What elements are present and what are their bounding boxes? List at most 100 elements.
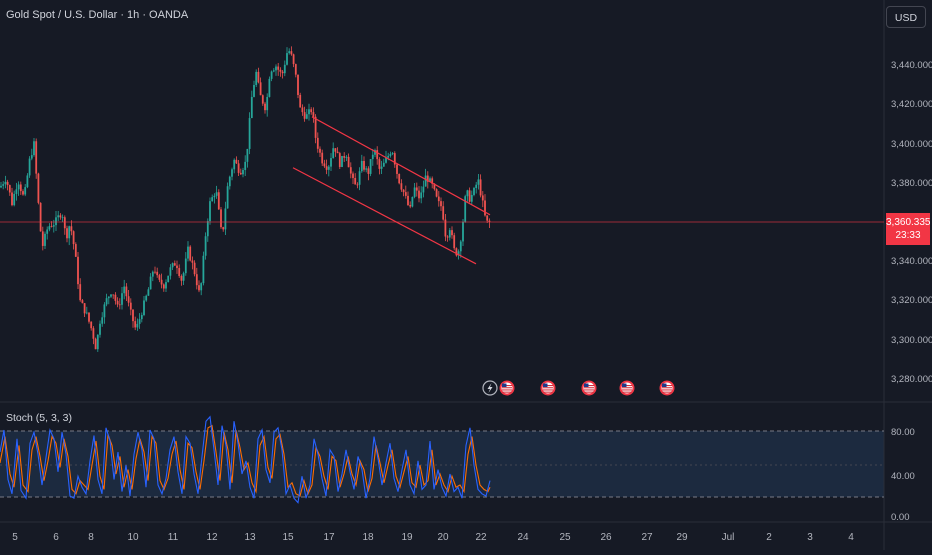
candle: [0, 181, 2, 189]
candle: [371, 149, 374, 166]
candle: [39, 202, 42, 232]
us-flag-icon[interactable]: [659, 380, 675, 396]
time-label: Jul: [722, 532, 735, 543]
candle: [308, 103, 310, 121]
candle: [481, 191, 484, 208]
currency-button[interactable]: USD: [886, 6, 926, 28]
candle: [277, 62, 280, 76]
candle: [345, 155, 348, 162]
candle: [367, 166, 370, 181]
stoch-k-line: [0, 415, 491, 504]
time-label: 20: [437, 532, 449, 543]
candle: [316, 132, 319, 153]
candle: [193, 260, 196, 277]
candle: [149, 273, 152, 290]
us-flag-icon[interactable]: [540, 380, 556, 396]
time-label: 25: [559, 532, 571, 543]
candle: [310, 107, 313, 115]
candle: [215, 185, 218, 199]
us-flag-icon[interactable]: [581, 380, 597, 396]
candle: [4, 175, 7, 189]
candle: [99, 320, 101, 338]
indicator-label[interactable]: Stoch (5, 3, 3): [6, 412, 72, 424]
time-label: 24: [517, 532, 529, 543]
candle: [173, 260, 176, 266]
candle: [396, 163, 398, 179]
candle: [270, 70, 273, 82]
channel-upper-line[interactable]: [311, 116, 491, 216]
candle: [424, 168, 427, 187]
candle: [226, 182, 229, 209]
candle: [319, 146, 321, 158]
candle: [321, 149, 324, 167]
time-label: 29: [676, 532, 688, 543]
candle: [116, 297, 119, 308]
time-label: 26: [600, 532, 612, 543]
candle: [96, 334, 99, 352]
us-flag-icon[interactable]: [499, 380, 515, 396]
candle: [303, 106, 306, 122]
candle: [389, 151, 392, 158]
candle: [468, 187, 471, 203]
candle: [143, 295, 145, 317]
time-label: 22: [475, 532, 487, 543]
candle: [444, 213, 447, 242]
candle: [257, 67, 260, 84]
us-flag-icon[interactable]: [619, 380, 635, 396]
candle: [176, 260, 178, 274]
time-label: 27: [641, 532, 653, 543]
stoch-d-line: [0, 424, 491, 497]
candle: [237, 160, 240, 177]
candle: [66, 225, 68, 243]
candle: [136, 318, 139, 331]
candle: [261, 94, 264, 106]
time-axis[interactable]: 5 6 8 10 11 12 13 15 17 18 19 20 22 24 2…: [12, 532, 854, 543]
candle: [264, 101, 266, 114]
candle: [382, 158, 385, 167]
candle: [440, 197, 442, 211]
candle: [68, 225, 71, 246]
candle: [140, 312, 143, 323]
candle: [404, 185, 407, 199]
candle: [103, 302, 106, 324]
candle: [211, 194, 214, 202]
candle: [299, 92, 302, 108]
candle: [330, 153, 332, 171]
candle: [451, 226, 453, 239]
main-pane: [0, 0, 884, 402]
candle: [312, 107, 315, 123]
candle: [19, 181, 22, 195]
candle: [195, 267, 198, 290]
candle: [336, 147, 339, 154]
time-label: 5: [12, 532, 18, 543]
candle: [79, 278, 82, 302]
candle: [297, 74, 299, 99]
candle: [222, 226, 225, 232]
candle: [189, 245, 192, 262]
lightning-icon[interactable]: [482, 380, 498, 396]
candle: [374, 148, 376, 158]
candle: [369, 159, 372, 177]
candle: [407, 191, 409, 207]
time-label: 15: [282, 532, 294, 543]
event-markers-layer[interactable]: [482, 380, 675, 396]
candle: [464, 194, 467, 223]
candle: [184, 252, 187, 276]
candle: [266, 93, 269, 117]
drawings-layer[interactable]: [0, 116, 884, 265]
candle: [171, 262, 174, 271]
price-tick: 3,400.000: [891, 139, 932, 150]
time-label: 10: [127, 532, 139, 543]
candle: [435, 188, 438, 198]
price-tick: 3,300.000: [891, 335, 932, 346]
candle: [57, 210, 60, 222]
candle: [422, 180, 425, 198]
time-label: 12: [206, 532, 218, 543]
candle: [294, 63, 297, 78]
price-tick: 3,340.000: [891, 256, 932, 267]
symbol-title[interactable]: Gold Spot / U.S. Dollar · 1h · OANDA: [6, 9, 189, 21]
channel-lower-line[interactable]: [292, 167, 477, 265]
candle: [213, 193, 216, 204]
